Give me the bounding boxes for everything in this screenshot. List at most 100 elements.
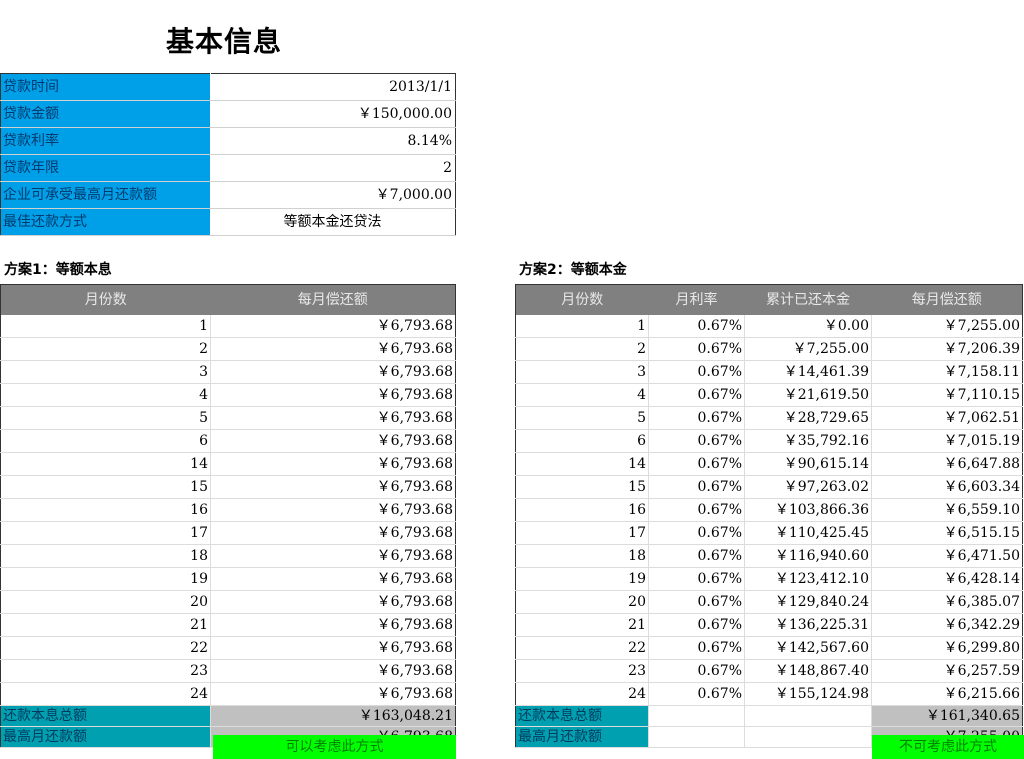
table-cell[interactable]: ￥6,793.68 [210,613,456,637]
table-cell[interactable]: 0.67% [648,360,745,384]
table-cell[interactable]: 14 [515,452,649,476]
info-value-cell[interactable]: 2013/1/1 [210,73,456,101]
table-cell[interactable]: 0.67% [648,567,745,591]
table-cell[interactable]: 0.67% [648,337,745,361]
table-cell[interactable]: ￥21,619.50 [744,383,872,407]
table-cell[interactable]: ￥7,255.00 [744,337,872,361]
table-cell[interactable]: 20 [515,590,649,614]
table-cell[interactable]: ￥6,793.68 [210,636,456,660]
table-cell[interactable]: 0.67% [648,315,745,338]
table-cell[interactable]: ￥116,940.60 [744,544,872,568]
table-cell[interactable]: 21 [0,613,211,637]
table-cell[interactable]: ￥6,793.68 [210,498,456,522]
table-cell[interactable]: ￥6,793.68 [210,682,456,706]
table-cell[interactable]: 17 [0,521,211,545]
table-cell[interactable]: ￥148,867.40 [744,659,872,683]
table-cell[interactable]: 0.67% [648,475,745,499]
info-value-cell[interactable]: 2 [210,154,456,182]
table-cell[interactable]: 0.67% [648,498,745,522]
table-cell[interactable]: ￥7,062.51 [871,406,1023,430]
table-cell[interactable]: 5 [515,406,649,430]
table-cell[interactable]: ￥6,793.68 [210,452,456,476]
table-cell[interactable]: 3 [0,360,211,384]
table-cell[interactable]: 0.67% [648,636,745,660]
table-cell[interactable]: ￥90,615.14 [744,452,872,476]
table-cell[interactable]: ￥6,215.66 [871,682,1023,706]
info-value-cell[interactable]: ￥150,000.00 [210,100,456,128]
table-cell[interactable]: 0.67% [648,452,745,476]
table-cell[interactable]: 0.67% [648,429,745,453]
table-cell[interactable]: ￥103,866.36 [744,498,872,522]
table-cell[interactable]: ￥6,559.10 [871,498,1023,522]
column-header[interactable]: 累计已还本金 [744,284,872,315]
column-header[interactable]: 月利率 [648,284,745,315]
table-cell[interactable]: ￥123,412.10 [744,567,872,591]
table-cell[interactable]: ￥6,793.68 [210,406,456,430]
table-cell[interactable]: 21 [515,613,649,637]
table-cell[interactable]: 20 [0,590,211,614]
table-cell[interactable]: ￥136,225.31 [744,613,872,637]
column-header[interactable]: 每月偿还额 [210,284,456,315]
table-cell[interactable]: ￥6,793.68 [210,315,456,338]
table-cell[interactable]: 24 [515,682,649,706]
summary-label[interactable]: 还款本息总额 [515,705,649,727]
table-cell[interactable]: 17 [515,521,649,545]
table-cell[interactable]: ￥6,793.68 [210,567,456,591]
table-cell[interactable]: ￥155,124.98 [744,682,872,706]
info-value-cell[interactable]: 8.14% [210,127,456,155]
plan2-evaluation[interactable]: 不可考虑此方式 [872,735,1024,759]
info-value-cell[interactable]: 等额本金还贷法 [210,208,456,236]
table-cell[interactable]: 0.67% [648,521,745,545]
table-cell[interactable]: 0.67% [648,383,745,407]
table-cell[interactable]: ￥6,603.34 [871,475,1023,499]
table-cell[interactable]: ￥6,471.50 [871,544,1023,568]
table-cell[interactable]: 23 [0,659,211,683]
summary-label[interactable]: 还款本息总额 [0,705,211,727]
summary-value[interactable]: ￥161,340.65 [871,705,1023,727]
table-cell[interactable]: 0.67% [648,682,745,706]
table-cell[interactable]: 0.67% [648,613,745,637]
table-cell[interactable]: ￥6,793.68 [210,383,456,407]
table-cell[interactable]: 1 [0,315,211,338]
plan1-evaluation[interactable]: 可以考虑此方式 [213,735,456,759]
table-cell[interactable]: ￥6,342.29 [871,613,1023,637]
table-cell[interactable]: ￥7,015.19 [871,429,1023,453]
table-cell[interactable]: ￥6,515.15 [871,521,1023,545]
table-cell[interactable]: 22 [0,636,211,660]
table-cell[interactable]: ￥97,263.02 [744,475,872,499]
table-cell[interactable]: 19 [0,567,211,591]
empty-cell[interactable] [744,726,872,748]
table-cell[interactable]: 14 [0,452,211,476]
table-cell[interactable]: 3 [515,360,649,384]
table-cell[interactable]: ￥7,206.39 [871,337,1023,361]
table-cell[interactable]: 19 [515,567,649,591]
table-cell[interactable]: 4 [0,383,211,407]
table-cell[interactable]: ￥110,425.45 [744,521,872,545]
table-cell[interactable]: ￥7,110.15 [871,383,1023,407]
table-cell[interactable]: 16 [515,498,649,522]
table-cell[interactable]: 6 [0,429,211,453]
table-cell[interactable]: 18 [0,544,211,568]
table-cell[interactable]: ￥6,428.14 [871,567,1023,591]
table-cell[interactable]: ￥6,793.68 [210,544,456,568]
info-value-cell[interactable]: ￥7,000.00 [210,181,456,209]
table-cell[interactable]: 23 [515,659,649,683]
table-cell[interactable]: 0.67% [648,659,745,683]
table-cell[interactable]: 2 [515,337,649,361]
table-cell[interactable]: 15 [515,475,649,499]
summary-value[interactable]: ￥163,048.21 [210,705,456,727]
table-cell[interactable]: ￥7,255.00 [871,315,1023,338]
table-cell[interactable]: 2 [0,337,211,361]
summary-label[interactable]: 最高月还款额 [515,726,649,748]
table-cell[interactable]: 0.67% [648,544,745,568]
table-cell[interactable]: ￥6,793.68 [210,521,456,545]
table-cell[interactable]: ￥6,793.68 [210,337,456,361]
table-cell[interactable]: ￥6,299.80 [871,636,1023,660]
table-cell[interactable]: 6 [515,429,649,453]
summary-label[interactable]: 最高月还款额 [0,726,211,748]
empty-cell[interactable] [648,726,745,748]
table-cell[interactable]: 1 [515,315,649,338]
table-cell[interactable]: ￥6,793.68 [210,590,456,614]
table-cell[interactable]: 16 [0,498,211,522]
table-cell[interactable]: 5 [0,406,211,430]
